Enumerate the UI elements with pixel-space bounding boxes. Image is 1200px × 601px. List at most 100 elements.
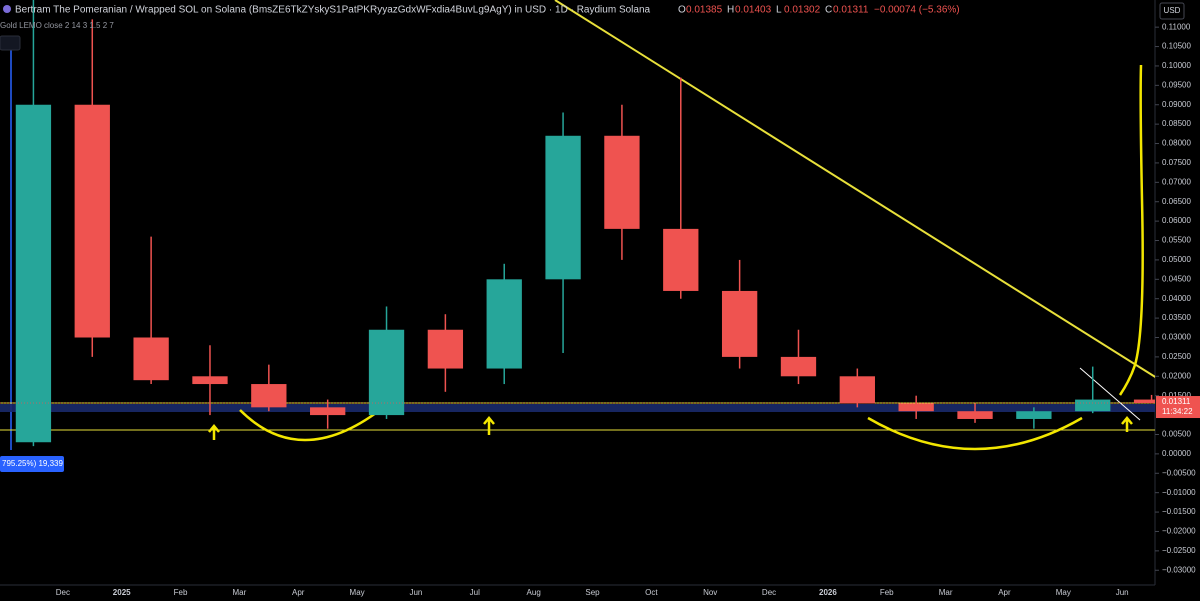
collapse-button[interactable] [0,35,21,51]
ohlc-key: H [727,5,734,16]
indicator-label: Gold LEMO close 2 14 3 1.5 2 7 [0,21,114,30]
candle-body [1133,399,1155,404]
y-tick-label: 0.06500 [1162,197,1191,206]
symbol-icon [3,5,11,13]
last-price-bg [1156,396,1200,419]
candle-body [957,411,993,419]
y-tick-label: 0.09500 [1162,80,1191,89]
currency: USD [1164,6,1181,15]
arrow-drawing [208,424,220,440]
y-tick-label: 0.03000 [1162,333,1191,342]
y-tick-label: 0.04500 [1162,274,1191,283]
candle-body [486,279,522,369]
arrow-drawing [483,416,495,435]
x-tick-label: Apr [998,588,1011,597]
x-tick-label: 2026 [819,588,837,597]
candle-body [898,403,934,412]
y-tick-label: 0.02000 [1162,371,1191,380]
price-change: −0.00074 (−5.36%) [874,5,960,16]
ohlc-value: 0.01385 [686,5,723,16]
y-tick-label: 0.08500 [1162,119,1191,128]
x-tick-label: Nov [703,588,717,597]
y-tick-label: −0.01000 [1162,488,1196,497]
projection-drawing [1118,64,1144,396]
x-tick-label: Mar [939,588,953,597]
x-tick-label: Jun [409,588,422,597]
y-tick-label: 0.02500 [1162,352,1191,361]
candle-body [721,290,758,357]
x-tick-label: May [1056,588,1071,597]
y-tick-label: 0.04000 [1162,294,1191,303]
y-tick-label: 0.00500 [1162,430,1191,439]
short-trendline [1079,367,1141,421]
x-tick-label: Sep [585,588,600,597]
candle-body [604,135,640,229]
y-tick-label: 0.03500 [1162,313,1191,322]
candle-body [1075,399,1111,412]
trendline [554,0,1155,379]
y-tick-label: 0.05000 [1162,255,1191,264]
candle-body [427,329,464,369]
y-tick-label: 0.06000 [1162,216,1191,225]
x-tick-label: Jun [1116,588,1129,597]
candle-body [663,228,699,291]
y-tick-label: 0.10000 [1162,61,1191,70]
symbol-title: Bertram The Pomeranian / Wrapped SOL on … [15,5,651,16]
x-tick-label: Jul [470,588,480,597]
x-tick-label: Aug [527,588,541,597]
candle-body [1016,411,1052,419]
candle-body [133,337,169,381]
y-tick-label: −0.02500 [1162,546,1196,555]
y-tick-label: −0.02000 [1162,527,1196,536]
y-tick-label: 0.07500 [1162,158,1191,167]
candles [15,0,1155,447]
candle-body [780,356,817,377]
left-badge-bg [0,456,64,472]
x-tick-label: Feb [174,588,188,597]
x-tick-label: 2025 [113,588,131,597]
ohlc-values: O 0.01385 H 0.01403 L 0.01302 C 0.01311 −0.00074… [678,5,960,16]
y-tick-label: −0.00500 [1162,468,1196,477]
candle-body [368,329,405,416]
y-tick-label: 0.10500 [1162,42,1191,51]
ohlc-value: 0.01311 [833,5,869,16]
y-tick-label: 0.08000 [1162,139,1191,148]
candle-body [839,376,875,404]
x-tick-label: May [350,588,365,597]
zone-band [0,404,1155,412]
ohlc-value: 0.01302 [784,5,821,16]
left-badge: 795.25%) 19,339 [2,459,63,468]
countdown: 11:34:22 [1162,407,1193,416]
ohlc-key: O [678,5,686,16]
arrow-drawing [1121,416,1133,432]
y-tick-label: 0.07000 [1162,177,1191,186]
last-price-label: 0.01311 [1162,397,1191,406]
currency-button[interactable] [1159,2,1185,20]
y-tick-label: 0.01500 [1162,391,1191,400]
y-tick-label: 0.11000 [1162,22,1191,31]
ohlc-key: L [776,5,782,16]
ohlc-value: 0.01403 [735,5,772,16]
arc-drawing [239,408,381,442]
user-drawings [0,0,1155,451]
candle-body [545,135,581,280]
candle-body [192,376,228,385]
candle-body [15,104,52,443]
y-tick-label: 0.05500 [1162,236,1191,245]
ohlc-key: C [825,5,832,16]
x-tick-label: Oct [645,588,658,597]
y-tick-label: 0.00000 [1162,449,1191,458]
arc-drawing [867,416,1083,451]
candle-body [251,384,287,408]
y-tick-label: −0.01500 [1162,507,1196,516]
x-tick-label: Mar [233,588,247,597]
y-tick-label: 0.09000 [1162,100,1191,109]
x-tick-label: Dec [762,588,776,597]
x-tick-label: Feb [880,588,894,597]
y-tick-label: −0.03000 [1162,565,1196,574]
axes: 0.11000 0.10500 0.10000 0.09500 0.09000 0.085… [56,22,1196,597]
x-tick-label: Dec [56,588,70,597]
